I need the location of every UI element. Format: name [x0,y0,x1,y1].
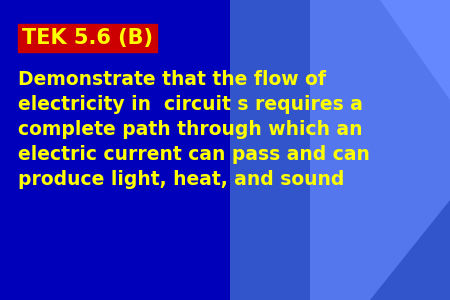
Polygon shape [380,0,450,100]
Polygon shape [230,0,450,300]
Text: TEK 5.6 (B): TEK 5.6 (B) [22,28,153,48]
Polygon shape [320,0,450,300]
Polygon shape [310,0,450,300]
Text: Demonstrate that the flow of
electricity in  circuit s requires a
complete path : Demonstrate that the flow of electricity… [18,70,370,189]
